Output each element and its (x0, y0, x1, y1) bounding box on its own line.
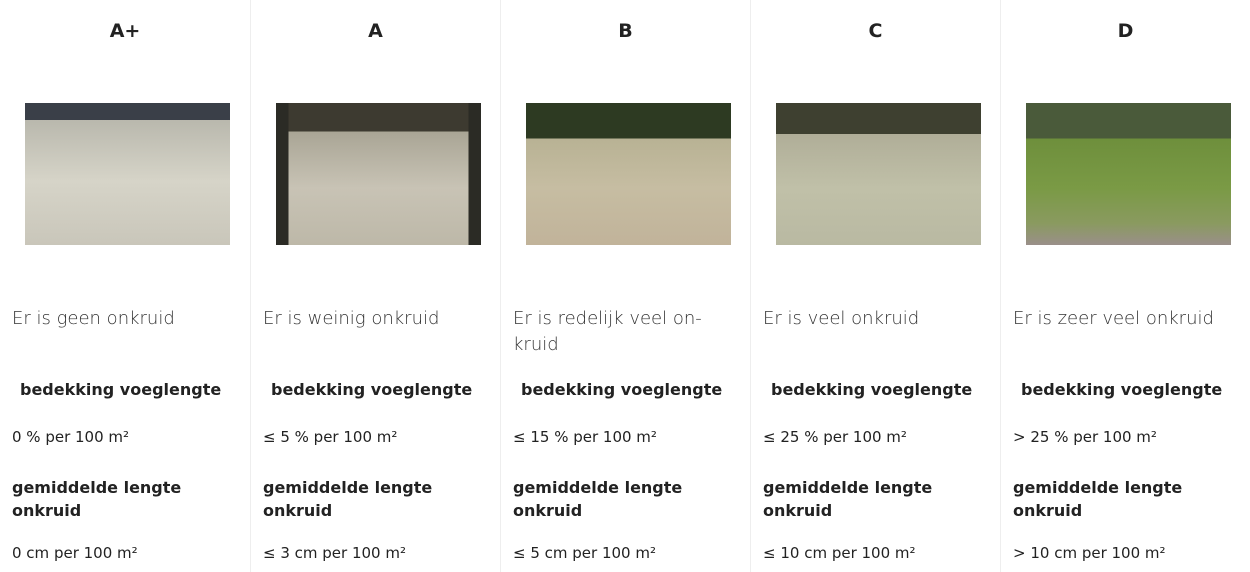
coverage: ≤ 15 % per 100 m² (513, 428, 657, 446)
column: C Er is veel onkruid bedekking voeglengte ≤… (750, 0, 1000, 572)
description: Er is redelijk veel on-kruid (513, 306, 748, 358)
column: A+ Er is geen onkruid bedekking voeglengte… (0, 0, 250, 572)
length: > 10 cm per 100 m² (1013, 544, 1166, 562)
page: A+ Er is geen onkruid bedekking voeglengte… (0, 0, 1250, 572)
coverage-label: bedekking voeglengte (1021, 380, 1222, 399)
description-line: Er is weinig onkruid (263, 306, 498, 332)
length-label: gemiddelde lengte onkruid (263, 476, 463, 522)
column: D Er is zeer veel onkruid bedekking voegle… (1000, 0, 1250, 572)
coverage: > 25 % per 100 m² (1013, 428, 1157, 446)
grade: A (251, 20, 500, 42)
description-line: Er is zeer veel onkruid (1013, 306, 1248, 332)
length-label: gemiddelde lengte onkruid (763, 476, 963, 522)
description-line: kruid (513, 332, 748, 358)
length: ≤ 5 cm per 100 m² (513, 544, 656, 562)
grade: B (501, 20, 750, 42)
description: Er is geen onkruid (12, 306, 247, 332)
column: B Er is redelijk veel on-kruid bedekking v… (500, 0, 750, 572)
length-label: gemiddelde lengte onkruid (513, 476, 713, 522)
photo (1026, 103, 1231, 245)
photo (776, 103, 981, 245)
coverage: ≤ 5 % per 100 m² (263, 428, 397, 446)
length: ≤ 10 cm per 100 m² (763, 544, 916, 562)
grade: D (1001, 20, 1250, 42)
length: ≤ 3 cm per 100 m² (263, 544, 406, 562)
description-line: Er is geen onkruid (12, 306, 247, 332)
coverage-label: bedekking voeglengte (20, 380, 221, 399)
grade: C (751, 20, 1000, 42)
length-label: gemiddelde lengte onkruid (12, 476, 212, 522)
coverage-label: bedekking voeglengte (521, 380, 722, 399)
grade: A+ (0, 20, 250, 42)
coverage-label: bedekking voeglengte (271, 380, 472, 399)
description-line: Er is veel onkruid (763, 306, 998, 332)
length: 0 cm per 100 m² (12, 544, 138, 562)
coverage-label: bedekking voeglengte (771, 380, 972, 399)
length-label: gemiddelde lengte onkruid (1013, 476, 1213, 522)
description: Er is weinig onkruid (263, 306, 498, 332)
description: Er is zeer veel onkruid (1013, 306, 1248, 332)
column: A Er is weinig onkruid bedekking voeglengt… (250, 0, 500, 572)
photo (526, 103, 731, 245)
photo (25, 103, 230, 245)
photo (276, 103, 481, 245)
coverage: ≤ 25 % per 100 m² (763, 428, 907, 446)
description-line: Er is redelijk veel on- (513, 306, 748, 332)
description: Er is veel onkruid (763, 306, 998, 332)
coverage: 0 % per 100 m² (12, 428, 129, 446)
